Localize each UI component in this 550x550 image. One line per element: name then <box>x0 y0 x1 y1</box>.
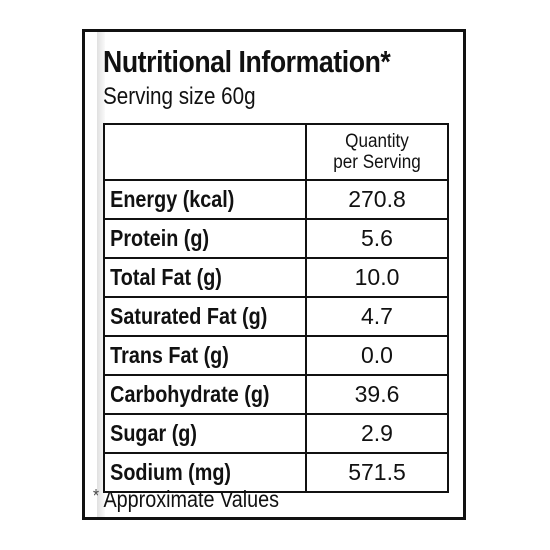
table-row: Sugar (g) 2.9 <box>105 415 447 454</box>
column-divider <box>305 454 307 491</box>
nutrient-name: Sugar (g) <box>110 420 197 446</box>
column-divider <box>305 125 307 179</box>
table-row: Protein (g) 5.6 <box>105 220 447 259</box>
nutrient-name: Energy (kcal) <box>110 186 235 212</box>
nutrient-name: Trans Fat (g) <box>110 342 229 368</box>
nutrient-value: 2.9 <box>361 420 393 446</box>
nutrient-value: 5.6 <box>361 225 393 251</box>
nutrient-value: 270.8 <box>348 186 406 212</box>
nutrient-value: 4.7 <box>361 303 393 329</box>
column-divider <box>305 298 307 335</box>
nutrient-name: Carbohydrate (g) <box>110 381 270 407</box>
quantity-header: Quantity per Serving <box>314 131 440 173</box>
column-divider <box>305 259 307 296</box>
nutrient-name: Total Fat (g) <box>110 264 222 290</box>
column-divider <box>305 376 307 413</box>
nutrient-name: Protein (g) <box>110 225 210 251</box>
label-title: Nutritional Information* <box>103 44 391 79</box>
label-footer: * Approximate Values <box>93 486 279 513</box>
column-divider <box>305 415 307 452</box>
column-divider <box>305 220 307 257</box>
table-row: Energy (kcal) 270.8 <box>105 181 447 220</box>
footnote-text: Approximate Values <box>103 486 279 512</box>
table-row: Carbohydrate (g) 39.6 <box>105 376 447 415</box>
table-row: Total Fat (g) 10.0 <box>105 259 447 298</box>
column-divider <box>305 337 307 374</box>
quantity-header-line1: Quantity <box>345 131 409 152</box>
table-header-row: Quantity per Serving <box>105 125 447 181</box>
nutrient-name: Saturated Fat (g) <box>110 303 268 329</box>
nutrient-value: 571.5 <box>348 459 406 485</box>
table-row: Saturated Fat (g) 4.7 <box>105 298 447 337</box>
quantity-header-line2: per Serving <box>333 152 421 173</box>
label-header: Nutritional Information* Serving size 60… <box>103 42 455 112</box>
table-row: Trans Fat (g) 0.0 <box>105 337 447 376</box>
nutrition-label: Nutritional Information* Serving size 60… <box>82 29 466 520</box>
nutrition-table: Quantity per Serving Energy (kcal) 270.8… <box>103 123 449 493</box>
footnote-star: * <box>93 486 100 506</box>
column-divider <box>305 181 307 218</box>
nutrient-value: 0.0 <box>361 342 393 368</box>
header-name-cell <box>105 125 277 179</box>
table-row: Sodium (mg) 571.5 <box>105 454 447 493</box>
serving-size: Serving size 60g <box>103 83 256 110</box>
label-glare <box>97 32 105 517</box>
nutrient-value: 39.6 <box>354 381 400 407</box>
nutrient-value: 10.0 <box>354 264 400 290</box>
nutrient-name: Sodium (mg) <box>110 459 232 485</box>
